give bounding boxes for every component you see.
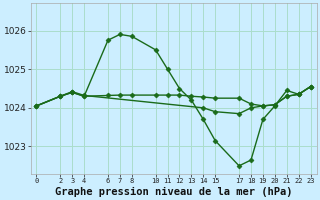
X-axis label: Graphe pression niveau de la mer (hPa): Graphe pression niveau de la mer (hPa) — [55, 186, 292, 197]
